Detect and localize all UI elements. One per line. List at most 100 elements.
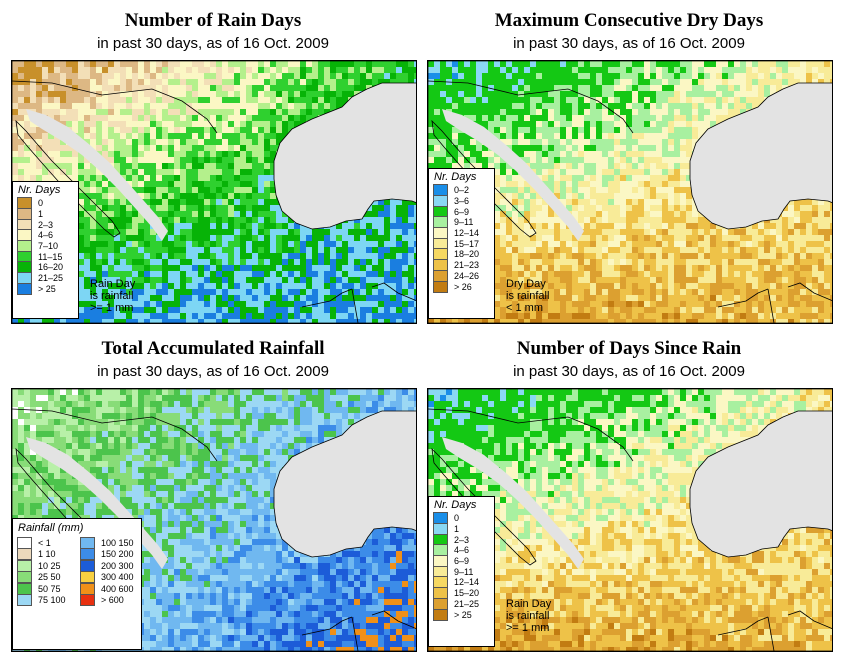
panel-title: Number of Rain Days bbox=[124, 10, 302, 31]
legend-rain-days: Nr. Days 0 1 2–3 4–6 7–10 11–15 16–20 21–25 > 25 bbox=[12, 181, 79, 319]
legend-swatch bbox=[433, 608, 448, 621]
country-borders bbox=[12, 408, 416, 651]
legend-label: 12–14 bbox=[454, 228, 480, 239]
legend-swatch bbox=[80, 548, 95, 561]
note-line: Dry Day bbox=[506, 278, 546, 290]
legend-label: < 1 bbox=[38, 537, 51, 548]
legend-days-since-rain: Nr. Days 0 1 2–3 4–6 6–9 9–11 12–14 15–20 21–25 >… bbox=[428, 496, 495, 647]
legend-entry: > 25 bbox=[429, 608, 494, 621]
legend-label: 10 25 bbox=[38, 560, 61, 571]
legend-title: Nr. Days bbox=[434, 499, 477, 511]
legend-entry: 4–6 bbox=[13, 229, 78, 242]
gulf-of-california bbox=[442, 437, 584, 569]
note-line: is rainfall bbox=[90, 290, 134, 302]
panel-subtitle: in past 30 days, as of 16 Oct. 2009 bbox=[97, 363, 329, 380]
legend-label: 3–6 bbox=[454, 196, 470, 207]
legend-label: 0–2 bbox=[454, 185, 470, 196]
legend-label: 21–23 bbox=[454, 260, 480, 271]
panel-rain-days: Number of Rain Days in past 30 days, as … bbox=[8, 8, 418, 333]
legend-label: 50 75 bbox=[38, 583, 61, 594]
legend-entry: 400 600 bbox=[80, 582, 141, 595]
panel-title: Maximum Consecutive Dry Days bbox=[494, 10, 764, 31]
gulf-of-california bbox=[442, 109, 584, 241]
legend-label: 9–11 bbox=[454, 217, 474, 228]
legend-entry: 75 100 bbox=[17, 594, 78, 607]
country-borders bbox=[428, 408, 832, 651]
legend-label: 11–15 bbox=[38, 251, 63, 262]
legend-label: 1 bbox=[38, 209, 44, 220]
legend-entry: 4–6 bbox=[429, 544, 494, 557]
legend-entry: 15–20 bbox=[429, 587, 494, 600]
legend-entry: 1 10 bbox=[17, 548, 78, 561]
legend-label: 1 bbox=[454, 524, 460, 535]
legend-entry: 200 300 bbox=[80, 559, 141, 572]
legend-title: Nr. Days bbox=[434, 171, 477, 183]
legend-label: 0 bbox=[38, 198, 44, 209]
legend-entry: < 1 bbox=[17, 536, 78, 549]
legend-label: 300 400 bbox=[101, 572, 134, 583]
legend-label: 2–3 bbox=[454, 534, 470, 545]
legend-label: 9–11 bbox=[454, 566, 474, 577]
note-line: is rainfall bbox=[506, 290, 550, 302]
legend-label: 1 10 bbox=[38, 549, 56, 560]
panel-title: Total Accumulated Rainfall bbox=[101, 338, 325, 359]
legend-entry: 7–10 bbox=[13, 240, 78, 253]
legend-label: 0 bbox=[454, 513, 460, 524]
legend-swatch bbox=[80, 559, 95, 572]
note-line: Rain Day bbox=[506, 598, 552, 610]
legend-swatch bbox=[433, 280, 448, 293]
gulf-of-california bbox=[26, 437, 168, 569]
legend-entry: 25 50 bbox=[17, 571, 78, 584]
legend-swatch bbox=[17, 559, 32, 572]
map-rain-days bbox=[11, 60, 417, 324]
legend-label: 15–17 bbox=[454, 238, 480, 249]
coastline bbox=[12, 61, 416, 323]
legend-title: Rainfall (mm) bbox=[18, 522, 84, 534]
panel-subtitle: in past 30 days, as of 16 Oct. 2009 bbox=[97, 35, 329, 52]
legend-label: 4–6 bbox=[38, 230, 54, 241]
panel-subtitle: in past 30 days, as of 16 Oct. 2009 bbox=[513, 35, 745, 52]
gulf-of-california bbox=[26, 109, 168, 241]
legend-label: 16–20 bbox=[38, 262, 64, 273]
legend-swatch bbox=[17, 282, 32, 295]
legend-entry: 3–6 bbox=[429, 195, 494, 208]
note-line: >= 1 mm bbox=[90, 302, 134, 314]
legend-swatch bbox=[17, 594, 32, 607]
note-line: is rainfall bbox=[506, 610, 550, 622]
panel-subtitle: in past 30 days, as of 16 Oct. 2009 bbox=[513, 363, 745, 380]
legend-title: Nr. Days bbox=[18, 184, 61, 196]
legend-entry: > 26 bbox=[429, 280, 494, 293]
legend-label: > 26 bbox=[454, 281, 472, 292]
legend-entry: 100 150 bbox=[80, 536, 141, 549]
legend-entry: 300 400 bbox=[80, 571, 141, 584]
panel-total-rainfall: Total Accumulated Rainfall in past 30 da… bbox=[8, 336, 418, 661]
legend-label: 4–6 bbox=[454, 545, 470, 556]
legend-label: > 25 bbox=[454, 609, 472, 620]
legend-label: 7–10 bbox=[38, 241, 59, 252]
legend-label: 400 600 bbox=[101, 583, 134, 594]
legend-entry: > 600 bbox=[80, 594, 141, 607]
note-line: < 1 mm bbox=[506, 302, 543, 314]
legend-label: 21–25 bbox=[454, 598, 480, 609]
legend-swatch bbox=[17, 548, 32, 561]
legend-label: 12–14 bbox=[454, 577, 480, 588]
coastline bbox=[428, 389, 832, 651]
legend-label: 15–20 bbox=[454, 588, 480, 599]
legend-max-dry-days: Nr. Days 0–2 3–6 6–9 9–11 12–14 15–17 18–20 21–… bbox=[428, 168, 495, 319]
legend-entry: 150 200 bbox=[80, 548, 141, 561]
map-canvas bbox=[12, 61, 416, 323]
legend-label: 18–20 bbox=[454, 249, 480, 260]
panel-days-since-rain: Number of Days Since Rain in past 30 day… bbox=[424, 336, 834, 661]
legend-label: 200 300 bbox=[101, 560, 134, 571]
legend-entry: > 25 bbox=[13, 282, 78, 295]
rain-day-note: Rain Day is rainfall >= 1 mm bbox=[506, 598, 551, 634]
legend-swatch bbox=[80, 594, 95, 607]
legend-label: 2–3 bbox=[38, 219, 54, 230]
legend-label: 75 100 bbox=[38, 595, 66, 606]
legend-label: 150 200 bbox=[101, 549, 134, 560]
legend-label: > 25 bbox=[38, 283, 56, 294]
rain-day-note: Rain Day is rainfall >= 1 mm bbox=[90, 278, 135, 314]
legend-label: 6–9 bbox=[454, 556, 470, 567]
